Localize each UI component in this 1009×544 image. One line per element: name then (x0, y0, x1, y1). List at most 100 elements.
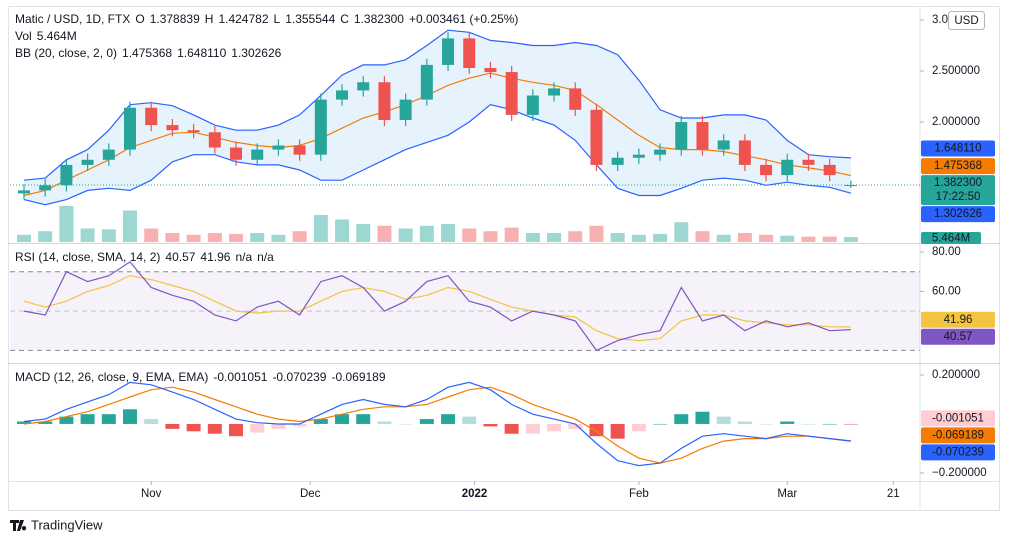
price-tag-label: 41.96 (944, 314, 973, 326)
volume-bar (165, 233, 180, 242)
volume-bar (38, 231, 53, 242)
price-tag-label: 40.57 (944, 331, 973, 343)
price-tag-label: -0.001051 (932, 412, 984, 424)
volume-bar (229, 233, 244, 242)
volume-bar (589, 225, 604, 242)
legend-value: 5.464M (37, 29, 77, 43)
volume-bar (335, 219, 350, 242)
price-tag (921, 444, 995, 461)
usd-button-text[interactable]: USD (954, 15, 978, 27)
candle-body (124, 107, 137, 150)
macd-histogram-bar (313, 419, 328, 424)
legend-value: 1.302626 (231, 46, 281, 60)
candle-body (781, 159, 794, 176)
macd-histogram-bar (759, 423, 774, 425)
macd-histogram-bar (186, 423, 201, 432)
x-tick-label: Nov (141, 488, 162, 500)
volume-bar (610, 233, 625, 242)
logo[interactable]: TradingView (10, 517, 103, 532)
candle-body (484, 67, 497, 73)
macd-histogram-bar (780, 421, 795, 424)
legend-value: 1.424782 (218, 12, 268, 26)
macd-histogram-bar (144, 419, 159, 424)
price-tag (921, 206, 995, 223)
macd-histogram-bar (695, 411, 710, 424)
volume-bar (250, 233, 265, 242)
legend-value: -0.001051 (213, 370, 267, 384)
countdown-label: 17:22:50 (936, 191, 981, 203)
legend-text: RSI (14, close, SMA, 14, 2) (15, 250, 160, 264)
x-tick-label: 21 (887, 488, 900, 500)
macd-histogram-bar (123, 409, 138, 424)
candle-body (632, 154, 645, 158)
candle-body (251, 149, 264, 160)
price-tag (921, 427, 995, 444)
candle-body (39, 185, 52, 191)
macd-histogram-bar (229, 423, 244, 437)
candle-body (526, 95, 539, 115)
candle-body (420, 64, 433, 100)
macd-histogram-bar (525, 423, 540, 434)
macd-histogram-bar (419, 419, 434, 424)
bb-lower (23, 104, 852, 206)
y-tick-label: −0.200000 (932, 467, 987, 479)
macd-histogram-bar (504, 423, 519, 434)
price-tag (921, 410, 995, 427)
volume-bar (822, 236, 837, 242)
volume-bar (631, 234, 646, 242)
legend-text: BB (20, close, 2, 0) (15, 46, 117, 60)
legend-text: Matic / USD, 1D, FTX (15, 12, 130, 26)
logo-text[interactable]: TradingView (31, 517, 103, 532)
volume-bar (801, 236, 816, 242)
candle-body (760, 164, 773, 176)
macd-histogram-bar (547, 423, 562, 432)
volume-bar (695, 231, 710, 242)
price-tag (921, 140, 995, 157)
volume-bar (504, 227, 519, 242)
candle-body (738, 140, 751, 165)
macd-histogram-bar (165, 423, 180, 429)
volume-bar (483, 231, 498, 242)
price-tag (921, 158, 995, 175)
x-tick-label: Dec (300, 488, 321, 500)
candle-body (187, 130, 200, 133)
candle-body (823, 164, 836, 176)
x-tick-label: Mar (777, 488, 797, 500)
legend-value: 40.57 (165, 250, 195, 264)
price-tag (921, 311, 995, 328)
candle-body (102, 149, 115, 160)
legend-value: 41.96 (200, 250, 230, 264)
usd-button-box[interactable] (948, 11, 985, 30)
x-tick-label: Feb (629, 488, 649, 500)
volume-bar (313, 215, 328, 242)
legend-change: +0.003461 (+0.25%) (409, 12, 518, 26)
macd-histogram-bar (271, 423, 286, 429)
logo-icon[interactable] (10, 520, 27, 531)
candle-body (81, 159, 94, 165)
legend-text: C (340, 12, 349, 26)
volume-bar (441, 224, 456, 242)
candle-body (145, 107, 158, 126)
candle-body (293, 145, 306, 155)
macd-histogram-bar (101, 414, 116, 424)
y-tick-label: 2.500000 (932, 65, 980, 77)
legend-value: 1.355544 (285, 12, 335, 26)
main-layer (10, 29, 920, 467)
macd-histogram-bar (80, 414, 95, 424)
rsi-band (10, 271, 920, 351)
volume-bar (398, 228, 413, 242)
volume-bar (419, 225, 434, 242)
usd-button[interactable]: USD (948, 11, 985, 30)
volume-bar (568, 231, 583, 242)
volume-bar (80, 228, 95, 242)
candle-body (314, 99, 327, 155)
volume-bar (653, 233, 668, 242)
volume-bar (462, 228, 477, 242)
legend-value: 1.378839 (150, 12, 200, 26)
macd-histogram-bar (801, 423, 816, 425)
candle-body (272, 145, 285, 150)
price-tag-label: 1.475368 (934, 160, 982, 172)
volume-bar (716, 234, 731, 242)
candle-body (569, 88, 582, 110)
